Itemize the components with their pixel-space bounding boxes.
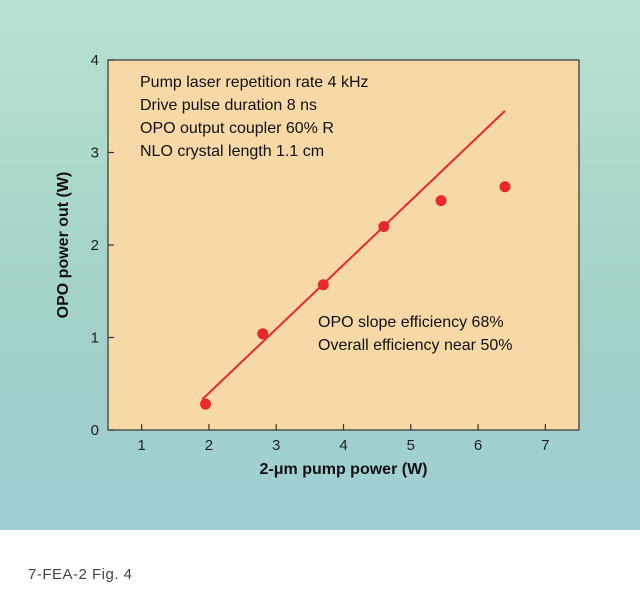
y-tick-label-4: 4 (91, 52, 99, 69)
annotation-top-line-1: Drive pulse duration 8 ns (140, 97, 317, 114)
y-tick-label-3: 3 (91, 145, 99, 162)
plot-area (107, 59, 580, 431)
annotation-bottom: OPO slope efficiency 68% Overall efficien… (318, 314, 512, 354)
scatter-chart: 1 2 3 4 5 6 7 0 1 2 3 4 Pump laser repetition rate … (55, 52, 580, 478)
y-tick-label-0: 0 (91, 422, 99, 439)
data-points (200, 181, 511, 410)
data-point-3 (378, 221, 390, 232)
y-tick-label-1: 1 (91, 330, 99, 347)
fit-line (201, 110, 506, 401)
x-tick-label-2: 3 (272, 437, 280, 454)
figure-caption: 7-FEA-2 Fig. 4 (28, 566, 133, 583)
data-point-0 (200, 398, 212, 410)
data-point-5 (499, 181, 511, 193)
y-tick-label-2: 2 (91, 237, 99, 254)
x-tick-label-0: 1 (137, 437, 145, 454)
data-point-4 (435, 195, 447, 207)
x-tick-label-6: 7 (541, 437, 549, 454)
data-point-1 (257, 328, 269, 340)
x-tick-label-4: 5 (407, 437, 415, 454)
x-axis-label: 2-μm pump power (W) (260, 461, 428, 478)
axis-ticks: 1 2 3 4 5 6 7 0 1 2 3 4 (91, 52, 550, 454)
x-tick-label-1: 2 (205, 437, 213, 454)
x-tick-label-5: 6 (474, 437, 482, 454)
annotation-bottom-line-1: Overall efficiency near 50% (318, 337, 512, 354)
annotation-top: Pump laser repetition rate 4 kHz Drive pu… (140, 74, 369, 160)
annotation-top-line-2: OPO output coupler 60% R (140, 120, 334, 137)
annotation-top-line-3: NLO crystal length 1.1 cm (140, 143, 324, 160)
x-tick-label-3: 4 (339, 437, 347, 454)
y-axis-label: OPO power out (W) (55, 172, 72, 319)
data-point-2 (317, 279, 329, 291)
annotation-top-line-0: Pump laser repetition rate 4 kHz (140, 74, 369, 91)
annotation-bottom-line-0: OPO slope efficiency 68% (318, 314, 504, 331)
